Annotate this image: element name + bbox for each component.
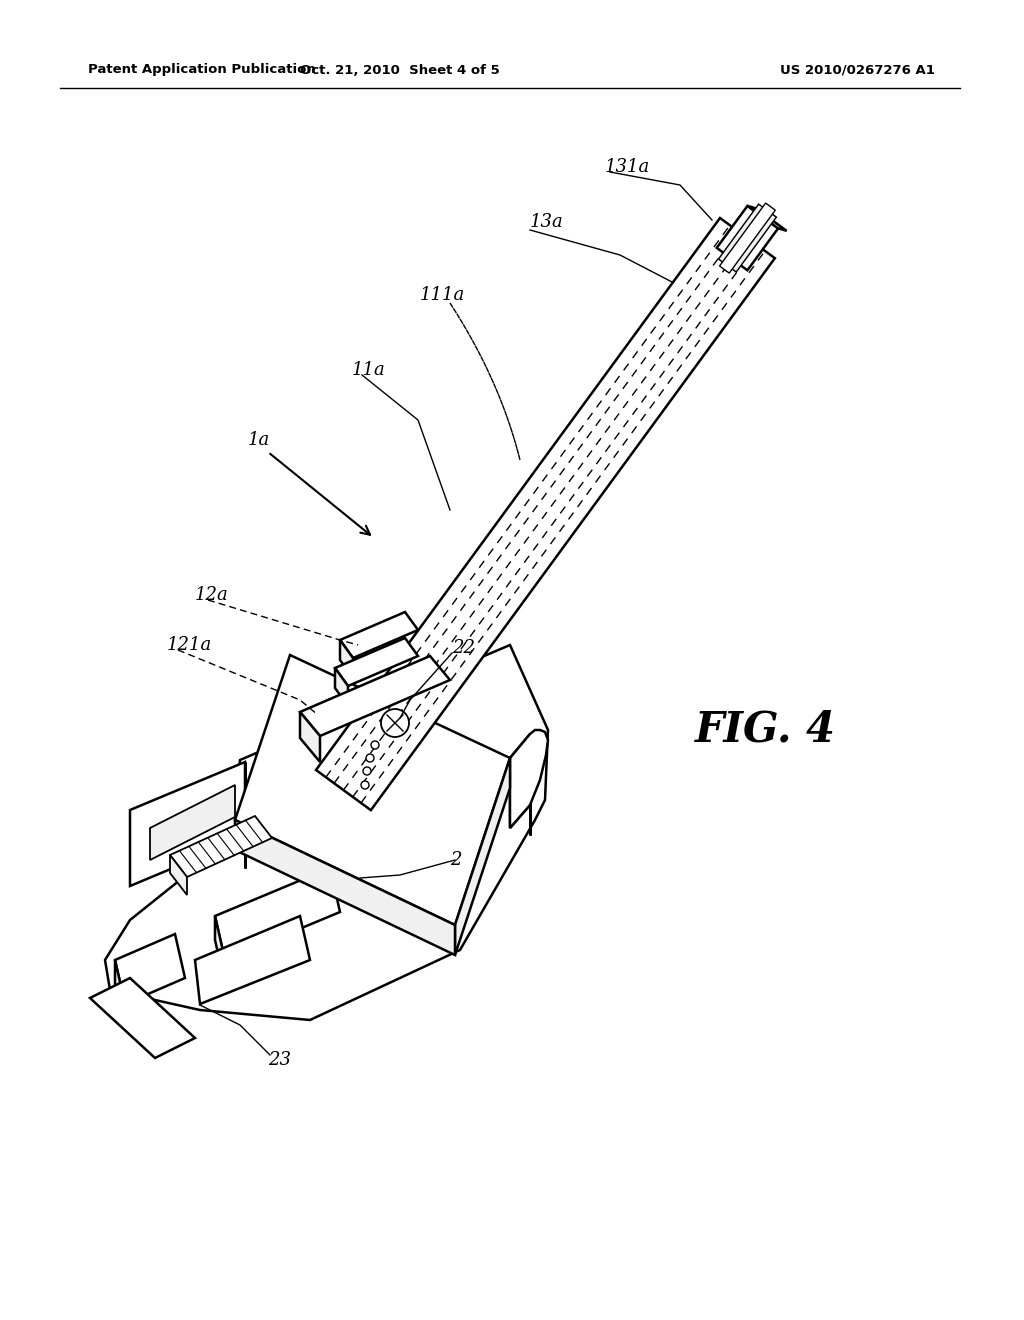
- Polygon shape: [195, 916, 310, 1005]
- Text: 2: 2: [450, 851, 462, 869]
- Polygon shape: [316, 218, 775, 810]
- Polygon shape: [234, 820, 455, 954]
- Text: 11a: 11a: [352, 360, 386, 379]
- Text: US 2010/0267276 A1: US 2010/0267276 A1: [780, 63, 935, 77]
- Polygon shape: [300, 656, 450, 737]
- Polygon shape: [717, 206, 778, 271]
- Circle shape: [371, 741, 379, 748]
- Polygon shape: [510, 734, 530, 828]
- Text: 131a: 131a: [605, 158, 650, 176]
- Polygon shape: [215, 916, 225, 983]
- Polygon shape: [455, 758, 510, 954]
- Polygon shape: [150, 785, 234, 861]
- Polygon shape: [115, 960, 125, 1028]
- Circle shape: [362, 767, 371, 775]
- Polygon shape: [170, 816, 272, 876]
- Polygon shape: [215, 869, 340, 960]
- Text: 111a: 111a: [420, 286, 465, 304]
- Text: Oct. 21, 2010  Sheet 4 of 5: Oct. 21, 2010 Sheet 4 of 5: [300, 63, 500, 77]
- Text: 121a: 121a: [167, 636, 212, 653]
- Polygon shape: [748, 206, 786, 231]
- Polygon shape: [335, 668, 348, 706]
- Polygon shape: [720, 203, 775, 273]
- Text: 22: 22: [452, 639, 475, 657]
- Polygon shape: [115, 935, 185, 1005]
- Polygon shape: [300, 711, 319, 762]
- Circle shape: [366, 754, 374, 762]
- Polygon shape: [340, 612, 418, 657]
- Text: 23: 23: [268, 1051, 291, 1069]
- Polygon shape: [130, 762, 245, 886]
- Polygon shape: [234, 655, 510, 925]
- Circle shape: [381, 709, 409, 737]
- Text: 1a: 1a: [248, 432, 270, 449]
- Polygon shape: [340, 640, 353, 678]
- Polygon shape: [510, 730, 548, 828]
- Text: 12a: 12a: [195, 586, 228, 605]
- Polygon shape: [335, 638, 418, 686]
- Circle shape: [361, 781, 369, 789]
- Polygon shape: [170, 855, 187, 895]
- Text: 13a: 13a: [530, 213, 564, 231]
- Polygon shape: [90, 978, 195, 1059]
- Text: Patent Application Publication: Patent Application Publication: [88, 63, 315, 77]
- Polygon shape: [719, 205, 776, 272]
- Text: FIG. 4: FIG. 4: [694, 709, 836, 751]
